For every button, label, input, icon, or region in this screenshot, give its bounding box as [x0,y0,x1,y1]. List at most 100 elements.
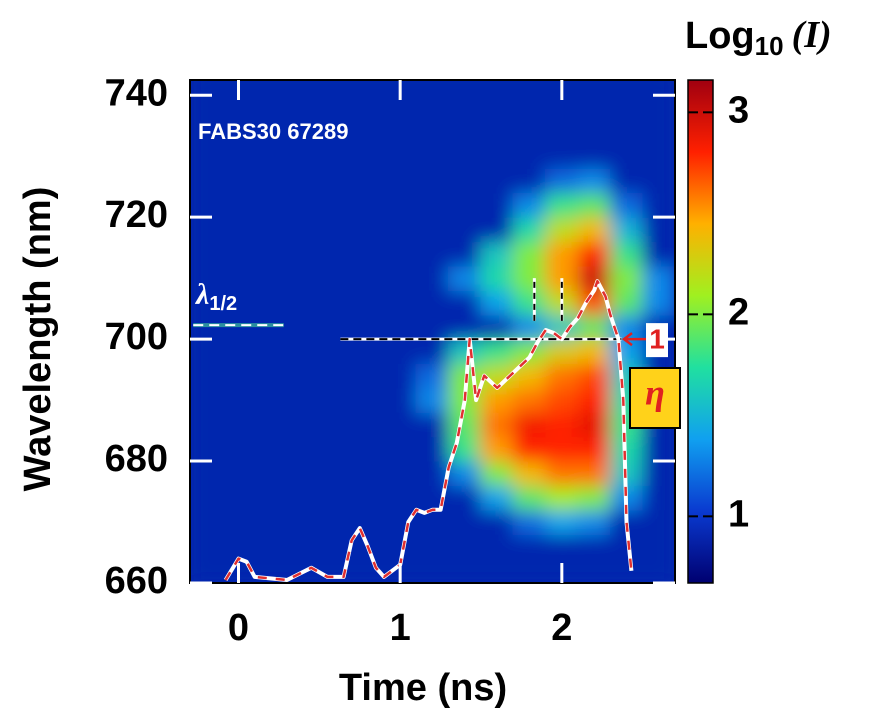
heatmap-cell [190,436,223,462]
heatmap-cell [642,167,675,194]
heatmap-cell [383,484,417,511]
heatmap-cell [609,94,644,121]
heatmap-cell [383,338,417,365]
heatmap-cell [318,387,353,413]
heatmap-cell [642,436,675,462]
heatmap-cell [448,143,482,169]
heatmap-cell [318,94,353,121]
colorbar-tick-label: 2 [728,291,749,333]
heatmap-cell [351,460,385,486]
heatmap-cell [318,289,353,316]
heatmap-cell [286,460,320,486]
heatmap-cell [318,216,353,243]
heatmap-cell [221,265,256,291]
heatmap-cell [480,387,514,413]
y-axis-title: Wavelength (nm) [17,187,59,492]
heatmap-cell [286,509,320,535]
heatmap-cell [221,387,256,413]
heatmap-cell [480,94,514,121]
heatmap-cell [190,509,223,535]
x-tick-label: 2 [551,607,572,649]
heatmap-cell [286,94,320,121]
annotation: FABS30 67289 [198,119,348,144]
heatmap-cell [383,119,417,145]
heatmap-cell [577,94,611,121]
heatmap-cell [512,94,547,121]
heatmap-cell [286,484,320,511]
heatmap-cell [286,387,320,413]
heatmap-cell [545,533,579,560]
lambda-half-subscript: 1/2 [209,293,237,315]
heatmap-cell [286,265,320,291]
heatmap-cell [545,387,579,413]
heatmap-cell [480,484,514,511]
heatmap-cell [642,533,675,560]
heatmap-cell [190,119,223,145]
heatmap-cell [577,484,611,511]
heatmap-cell [383,509,417,535]
heatmap-cell [577,460,611,486]
heatmap-cell [448,119,482,145]
x-axis-title: Time (ns) [339,667,507,709]
heatmap-cell [448,241,482,267]
heatmap-cell [480,460,514,486]
heatmap-cell [190,558,223,583]
heatmap-cell [480,558,514,583]
heatmap-cell [480,241,514,267]
heatmap-cell [448,314,482,340]
heatmap-cell [318,484,353,511]
heatmap-cell [286,143,320,169]
heatmap-cell [254,241,288,267]
heatmap-cell [221,216,256,243]
heatmap-cell [415,460,450,486]
heatmap-cell [221,411,256,438]
heatmap-cell [351,192,385,218]
heatmap-cell [254,460,288,486]
heatmap-cell [383,265,417,291]
plot-frame [189,79,676,584]
heatmap-cell [609,119,644,145]
heatmap-cell [221,509,256,535]
heatmap-cell [221,533,256,560]
heatmap-cell [609,167,644,194]
heatmap-cell [642,80,675,96]
heatmap-cell [190,363,223,389]
heatmap-cell [318,363,353,389]
heatmap-cell [190,533,223,560]
heatmap-cell [190,387,223,413]
heatmap-cell [286,80,320,96]
heatmap-cell [577,119,611,145]
heatmap-cell [512,338,547,365]
heatmap [190,80,675,583]
heatmap-cell [448,484,482,511]
heatmap-cell [318,167,353,194]
heatmap-cell [383,387,417,413]
heatmap-cell [577,192,611,218]
heatmap-cell [415,533,450,560]
heatmap-cell [512,411,547,438]
heatmap-cell [545,436,579,462]
heatmap-cell [351,411,385,438]
heatmap-cell [609,192,644,218]
lambda-half-symbol: λ [194,278,209,311]
heatmap-cell [351,314,385,340]
heatmap-cell [448,558,482,583]
heatmap-cell [577,558,611,583]
x-tick-label: 0 [228,607,249,649]
level-arrow [621,332,646,347]
heatmap-cell [577,338,611,365]
heatmap-cell [190,167,223,194]
heatmap-cell [609,216,644,243]
heatmap-cell [351,289,385,316]
level-label-box [646,323,668,358]
heatmap-cell [221,289,256,316]
heatmap-cell [190,143,223,169]
heatmap-cell [609,265,644,291]
heatmap-cell [642,460,675,486]
heatmap-cell [545,167,579,194]
heatmap-cell [609,241,644,267]
heatmap-cell [254,119,288,145]
heatmap-cell [286,411,320,438]
heatmap-cell [642,484,675,511]
heatmap-cell [415,167,450,194]
